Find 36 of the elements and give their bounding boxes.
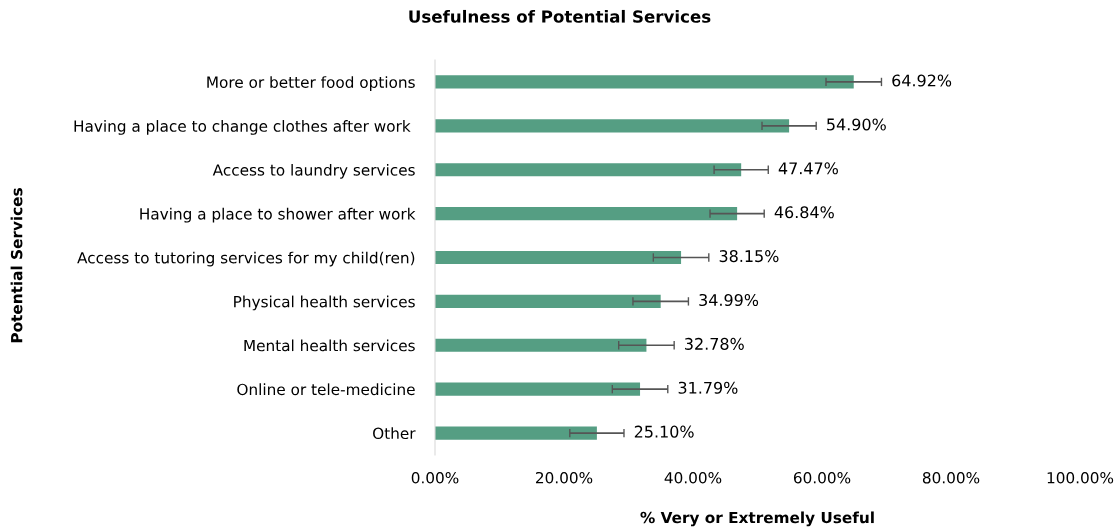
y-tick-label: Access to laundry services [212, 163, 415, 179]
y-tick-label: Physical health services [234, 295, 415, 311]
y-tick-label: Online or tele-medicine [237, 383, 415, 396]
bar [435, 338, 647, 352]
x-tick-label: 40.00% [664, 471, 722, 484]
y-axis-title: Potential Services [10, 188, 23, 343]
data-label: 31.79% [678, 381, 738, 394]
data-label: 46.84% [774, 206, 834, 219]
y-tick-label: Having a place to shower after work [140, 207, 416, 223]
y-tick-label: Mental health services [244, 339, 415, 352]
x-tick-label: 60.00% [793, 471, 851, 484]
y-tick-label: Access to tutoring services for my child(ren) [77, 251, 415, 267]
data-label: 47.47% [778, 162, 838, 175]
x-tick-label: 100.00% [1047, 471, 1114, 484]
bar [435, 163, 742, 177]
x-axis-title: % Very or Extremely Useful [640, 511, 874, 527]
chart-title: Usefulness of Potential Services [409, 9, 711, 23]
bar [435, 294, 661, 308]
x-tick-label: 20.00% [535, 471, 593, 484]
bar [435, 426, 597, 440]
y-tick-label: Having a place to change clothes after work [74, 120, 411, 135]
x-tick-label: 0.00% [411, 471, 459, 484]
data-label: 38.15% [719, 250, 779, 263]
x-tick-label: 80.00% [922, 471, 980, 484]
bar [435, 75, 854, 89]
data-label: 32.78% [685, 337, 744, 350]
data-label: 54.90% [827, 118, 886, 131]
bar [435, 250, 682, 265]
y-tick-label: Other [373, 427, 416, 440]
data-label: 34.99% [699, 293, 759, 307]
data-label: 64.92% [892, 74, 952, 87]
bar [435, 382, 641, 396]
bar [435, 207, 738, 221]
y-tick-label: More or better food options [207, 76, 415, 91]
bar [435, 119, 790, 133]
data-label: 25.10% [634, 425, 694, 438]
